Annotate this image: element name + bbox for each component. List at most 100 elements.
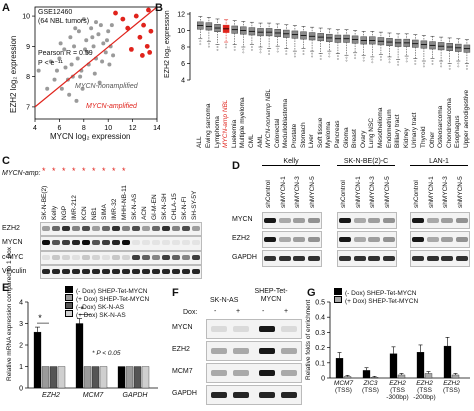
band xyxy=(52,240,60,245)
d-lane-label: shControl xyxy=(413,180,420,208)
panel-e-label: E xyxy=(2,282,10,294)
nonamplified-point xyxy=(100,59,105,64)
c-blot-strip xyxy=(40,251,202,265)
d-lane-label: shMYCN-3 xyxy=(294,176,301,208)
d-western-blot: Kelly shControl shMYCN-1 shMYCN-3 shMYCN-5 SK… xyxy=(232,158,474,268)
b-outlier xyxy=(405,60,408,63)
band xyxy=(152,269,160,274)
f-dox-state: - xyxy=(214,308,217,315)
nonamplified-point xyxy=(104,38,109,43)
e-ytick-label: 3 xyxy=(19,321,23,328)
band xyxy=(353,256,366,261)
band xyxy=(211,326,227,332)
band xyxy=(82,226,90,231)
g-category-site: (TSS) xyxy=(362,387,379,394)
b-outlier xyxy=(216,48,219,51)
b-outlier xyxy=(311,55,314,58)
band xyxy=(42,240,50,245)
legend-text: (+ Dox) SK-N-AS xyxy=(76,312,126,319)
band xyxy=(455,218,468,223)
amp-star: * xyxy=(122,166,126,176)
g-bar xyxy=(370,377,379,379)
b-outlier xyxy=(405,57,408,60)
b-category-label: Osteosarcoma xyxy=(437,105,445,148)
b-outlier xyxy=(345,59,348,62)
b-outlier xyxy=(328,52,331,55)
b-outlier xyxy=(293,52,296,55)
b-outlier xyxy=(251,48,253,51)
nonamplified-point xyxy=(52,77,57,82)
e-bar xyxy=(83,366,92,389)
band xyxy=(102,255,110,260)
d-lane-label: shMYCN-5 xyxy=(383,176,391,208)
nonamplified-point xyxy=(109,23,114,28)
b-outlier xyxy=(362,59,365,62)
b-category-label: MYCN-amp NBL xyxy=(222,99,230,148)
g-category-label: MCM7 (TSS) xyxy=(330,380,357,394)
b-outlier xyxy=(440,62,442,65)
b-outlier xyxy=(233,46,236,48)
nonamplified-point xyxy=(58,41,63,46)
b-outlier xyxy=(285,50,288,53)
e-category-labels: EZH2 MCM7 GAPDH xyxy=(0,392,165,408)
b-outlier xyxy=(431,63,434,65)
b-outlier xyxy=(208,42,210,45)
band xyxy=(182,226,190,231)
f-row-label: MCM7 xyxy=(172,368,193,375)
nonamplified-point xyxy=(54,68,59,73)
f-dox-label: Dox: xyxy=(183,309,198,316)
b-outlier xyxy=(345,56,348,59)
nonamplified-point xyxy=(78,74,83,79)
band xyxy=(42,255,50,260)
c-blot-strip xyxy=(40,265,202,279)
b-outlier xyxy=(251,46,253,48)
g-category-gene: EZH2 xyxy=(443,380,460,387)
nonamplified-point xyxy=(84,38,89,43)
band xyxy=(142,255,150,260)
a-ytick-label: 7 xyxy=(26,104,30,111)
b-outlier xyxy=(414,60,417,62)
b-category-labels: ALL Ewing sarcoma Lymphoma MYCN-amp NBL Luek… xyxy=(160,82,474,152)
f-western-blot: MYCN EZH2 MCM7 GAPDH xyxy=(172,319,302,407)
nonamplified-point xyxy=(97,80,102,85)
b-outlier xyxy=(276,50,279,53)
band xyxy=(368,218,380,223)
b-category-label: Myeloma xyxy=(325,121,333,148)
band xyxy=(112,269,120,274)
legend-swatch xyxy=(65,294,73,301)
panel-c-label: C xyxy=(2,155,10,167)
band xyxy=(426,256,439,261)
amp-star: * xyxy=(52,166,56,176)
band xyxy=(211,348,227,354)
b-category-label: Glioma xyxy=(342,127,350,148)
a-ylabel: EZH2 log₂ expression xyxy=(9,35,18,113)
mycn-amp-label: MYCN-amp: xyxy=(2,170,41,177)
f-row-label: MYCN xyxy=(172,324,193,331)
band xyxy=(441,218,453,223)
legend-nonamplified: MYCN-nonamplified xyxy=(75,83,138,90)
band xyxy=(426,237,439,242)
panel-b-label: B xyxy=(155,2,163,14)
a-xtick-label: 8 xyxy=(82,125,86,132)
c-lane-label: Kelly xyxy=(51,205,58,220)
e-ytick-label: 1 xyxy=(19,364,23,371)
band xyxy=(192,255,200,260)
band xyxy=(455,256,468,261)
b-outlier xyxy=(457,65,460,68)
amplified-point xyxy=(120,16,126,22)
e-bar xyxy=(117,366,126,389)
e-sig-star: * xyxy=(80,305,84,315)
legend-amplified: MYCN-amplified xyxy=(86,103,137,110)
legend-text: (+ Dox) SHEP-Tet-MYCN xyxy=(76,296,150,303)
b-outlier xyxy=(293,55,296,58)
nonamplified-point xyxy=(48,59,53,64)
b-category-label: CML xyxy=(247,134,255,148)
c-lane-label: NGP xyxy=(61,205,68,220)
band xyxy=(339,256,351,261)
nonamplified-point xyxy=(59,86,64,91)
e-bar xyxy=(33,331,42,389)
b-category-label: Lung NSC xyxy=(368,118,376,148)
g-ytick-label: 0.4 xyxy=(315,315,325,322)
band xyxy=(264,218,276,223)
band xyxy=(122,255,130,260)
